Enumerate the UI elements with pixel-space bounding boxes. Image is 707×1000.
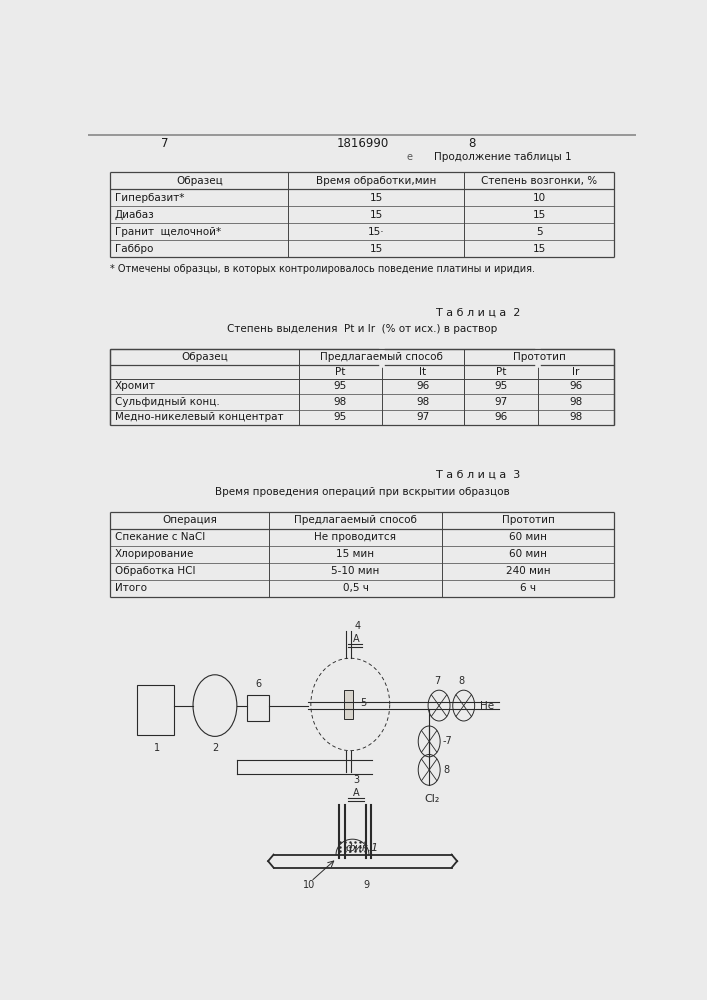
Text: 6 ч: 6 ч [520, 583, 536, 593]
Text: 10: 10 [303, 880, 315, 890]
Text: А: А [353, 788, 360, 798]
Text: Ir: Ir [573, 367, 580, 377]
Text: 95: 95 [334, 412, 347, 422]
Text: 10: 10 [532, 193, 546, 203]
Text: 95: 95 [494, 381, 508, 391]
Text: 4: 4 [355, 621, 361, 631]
Bar [136, 685, 174, 735]
Text: Предлагаемый способ: Предлагаемый способ [294, 515, 417, 525]
Text: 95: 95 [334, 381, 347, 391]
Text: Степень возгонки, %: Степень возгонки, % [481, 176, 597, 186]
Text: 15: 15 [532, 210, 546, 220]
Text: 5: 5 [536, 227, 542, 237]
Text: Pt: Pt [496, 367, 506, 377]
Text: Продолжение таблицы 1: Продолжение таблицы 1 [433, 152, 571, 162]
Text: 96: 96 [569, 381, 583, 391]
Text: 8: 8 [468, 137, 476, 150]
Text: Габбро: Габбро [115, 244, 153, 254]
Text: Т а б л и ц а  2: Т а б л и ц а 2 [436, 307, 520, 317]
Text: 97: 97 [416, 412, 429, 422]
Text: 60 мин: 60 мин [509, 532, 547, 542]
Text: Прототип: Прототип [502, 515, 554, 525]
Text: 9: 9 [363, 880, 370, 890]
Text: 2: 2 [212, 743, 218, 753]
Text: 15: 15 [370, 210, 382, 220]
Text: Гипербазит*: Гипербазит* [115, 193, 184, 203]
Text: е: е [407, 152, 412, 162]
Text: 1: 1 [154, 743, 160, 753]
Text: А: А [353, 634, 360, 644]
Text: * Отмечены образцы, в которых контролировалось поведение платины и иридия.: * Отмечены образцы, в которых контролиро… [110, 264, 535, 274]
Text: 0,5 ч: 0,5 ч [343, 583, 368, 593]
Text: 98: 98 [334, 397, 347, 407]
Text: 96: 96 [494, 412, 508, 422]
Text: Хлорирование: Хлорирование [115, 549, 194, 559]
Text: 240 мин: 240 мин [506, 566, 550, 576]
Text: Спекание с NaCl: Спекание с NaCl [115, 532, 205, 542]
Text: 98: 98 [416, 397, 429, 407]
Text: Медно-никелевый концентрат: Медно-никелевый концентрат [115, 412, 284, 422]
Text: Гранит  щелочной*: Гранит щелочной* [115, 227, 221, 237]
Text: Время обработки,мин: Время обработки,мин [316, 176, 436, 186]
Text: Диабаз: Диабаз [115, 210, 154, 220]
Text: 15: 15 [370, 193, 382, 203]
Text: Операция: Операция [163, 515, 217, 525]
Text: 6: 6 [256, 679, 262, 689]
Text: 7: 7 [433, 676, 440, 686]
Text: 15 мин: 15 мин [337, 549, 375, 559]
Text: 15: 15 [370, 244, 382, 254]
Text: 98: 98 [569, 397, 583, 407]
Text: 5-10 мин: 5-10 мин [332, 566, 380, 576]
Text: 5: 5 [360, 698, 366, 708]
Text: 97: 97 [494, 397, 508, 407]
Text: Прототип: Прототип [513, 352, 566, 362]
Text: фиг.1: фиг.1 [346, 843, 379, 853]
Text: Не: Не [480, 701, 494, 711]
Text: It: It [419, 367, 426, 377]
Text: Обработка HCl: Обработка HCl [115, 566, 195, 576]
Text: Степень выделения  Pt и Ir  (% от исх.) в раствор: Степень выделения Pt и Ir (% от исх.) в … [227, 324, 498, 334]
Text: 7: 7 [161, 137, 169, 150]
Text: 8: 8 [458, 676, 464, 686]
Text: Pt: Pt [335, 367, 346, 377]
Bar [344, 690, 353, 719]
Text: 15·: 15· [368, 227, 385, 237]
Text: Время проведения операций при вскрытии образцов: Время проведения операций при вскрытии о… [215, 487, 510, 497]
Text: Cl₂: Cl₂ [425, 794, 440, 804]
Text: 1816990: 1816990 [337, 137, 388, 150]
Text: Образец: Образец [182, 352, 228, 362]
Text: Сульфидный конц.: Сульфидный конц. [115, 397, 219, 407]
Text: Т а б л и ц а  3: Т а б л и ц а 3 [436, 470, 520, 480]
Text: 96: 96 [416, 381, 429, 391]
Text: Итого: Итого [115, 583, 146, 593]
Text: -7: -7 [443, 736, 452, 746]
Text: Образец: Образец [176, 176, 223, 186]
Text: 15: 15 [532, 244, 546, 254]
Text: 8: 8 [443, 765, 449, 775]
Text: 3: 3 [354, 775, 360, 785]
Text: 60 мин: 60 мин [509, 549, 547, 559]
Text: Не проводится: Не проводится [315, 532, 397, 542]
Text: Предлагаемый способ: Предлагаемый способ [320, 352, 443, 362]
Text: Хромит: Хромит [115, 381, 156, 391]
Text: 98: 98 [569, 412, 583, 422]
Bar [247, 695, 269, 721]
